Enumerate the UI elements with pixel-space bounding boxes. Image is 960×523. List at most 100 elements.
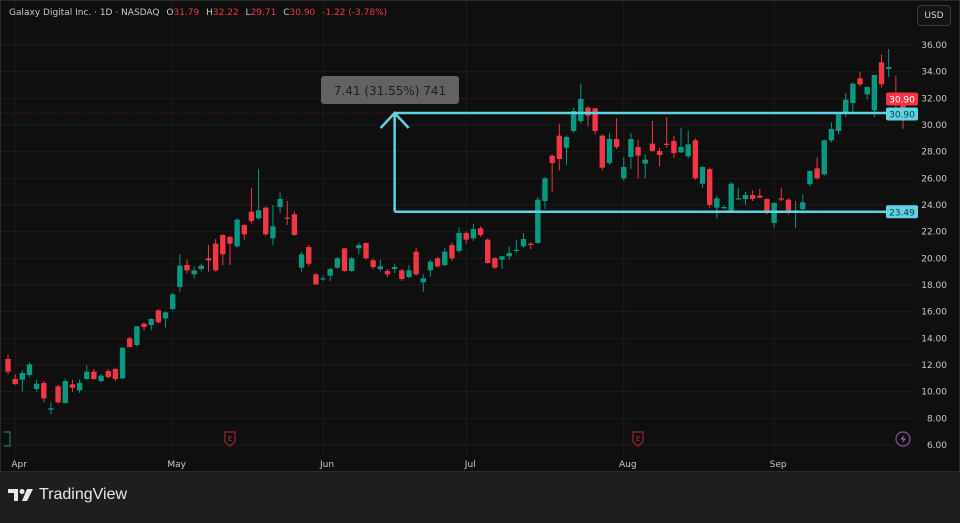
candle-body [599,135,605,168]
candle-body [885,67,892,69]
candle-body [291,214,298,235]
candle-body [33,383,40,389]
y-tick-label: 36.00 [921,41,947,51]
candle [621,157,627,181]
candle-body [878,62,885,85]
measure-upper-price-label-bg [886,107,918,121]
arrow-up-icon[interactable] [379,111,410,129]
candle-body [585,107,591,116]
candle [714,195,720,219]
candle [406,265,412,279]
candle-body [628,139,634,157]
candle [749,190,756,201]
candle [563,135,570,165]
candle [800,194,806,211]
candles [5,49,906,415]
candle [220,234,226,265]
candle [520,233,527,248]
candle-body [556,135,563,159]
candle [5,354,11,375]
candle [370,258,376,269]
currency-button[interactable]: USD [917,5,951,26]
candle-body [112,369,119,379]
candle-body [284,217,290,219]
candle-body [671,141,677,153]
candle-body [234,219,240,247]
candle [212,239,219,272]
candle-body [678,147,684,153]
candle [671,135,677,159]
candle [198,263,205,272]
candle-body [334,258,341,268]
candle [778,187,784,201]
candle-body [642,159,648,164]
lightning-icon[interactable] [895,431,911,447]
chart-area[interactable]: 7.41 (31.55%) 741 6.00 8.00 10.00 12.00 14.0… [0,0,960,472]
candle [835,114,842,135]
candle-body [800,202,806,209]
candle-body [656,151,663,155]
candle [33,379,40,392]
candle-body [828,129,835,141]
candle-body [442,251,448,265]
symbol-title: Galaxy Digital Inc. · 1D · NASDAQ [9,8,160,18]
candle-body [348,258,355,271]
x-tick-label: Sep [770,460,787,470]
candle [270,205,276,245]
candle-body [735,198,742,200]
candle-body [119,347,126,379]
candle-body [606,139,613,163]
candle [291,211,298,236]
candle-body [592,108,598,131]
measure-upper-price-label: 30.90 [889,111,915,121]
candle [613,118,620,149]
candle-body [263,207,269,235]
earnings-label: E [228,435,232,443]
candle-body [427,261,434,271]
measurement-tool: 7.41 (31.55%) 741 [321,76,916,214]
candle-body [613,139,620,147]
candle-body [864,87,870,95]
candle [205,245,212,272]
candle-body [542,178,548,201]
candle [112,367,119,381]
candle [442,247,448,267]
candle-body [463,233,469,240]
candle-body [692,140,699,179]
candle [463,231,469,244]
measure-label-box [321,76,459,104]
candle-body [456,233,462,251]
candle-body [184,265,190,271]
x-tick-label: May [167,460,186,470]
candle-body [563,137,570,148]
candle-body [485,239,491,263]
candle [570,107,577,133]
candle [313,273,319,285]
low-label: L [245,8,251,18]
candle [105,369,111,379]
price-axis: 6.00 8.00 10.00 12.00 14.00 16.00 18.00 20.00 22… [886,41,947,451]
y-tick-label: 34.00 [921,68,947,78]
open-label: O [166,8,174,18]
candlestick-chart[interactable]: 7.41 (31.55%) 741 6.00 8.00 10.00 12.00 14.0… [1,1,959,471]
candle [127,337,133,348]
earnings-icon[interactable]: E [632,431,644,447]
candle-body [134,326,140,345]
candle-body [706,169,713,205]
candle-body [714,198,720,208]
candle-body [255,210,262,219]
footer: TradingView [0,472,960,523]
candle-body [871,75,878,111]
dividend-icon[interactable] [4,431,11,447]
candle [449,242,455,261]
earnings-icon[interactable]: E [224,431,236,447]
candle-body [578,99,584,121]
candle-body [212,243,219,271]
candle [320,275,326,281]
measure-lower-price-label: 23.49 [889,208,915,218]
y-tick-label: 6.00 [927,441,947,451]
candle-body [900,101,906,113]
tradingview-logo[interactable]: TradingView [8,486,127,504]
candle [41,381,47,403]
candle [556,123,563,171]
